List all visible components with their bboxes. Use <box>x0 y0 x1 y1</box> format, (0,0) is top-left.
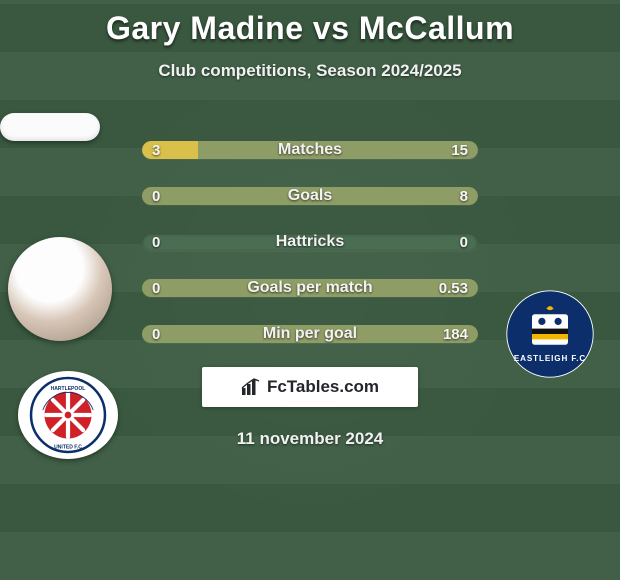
stat-value-right: 0 <box>460 233 468 251</box>
stat-bar: 315Matches <box>142 141 478 159</box>
stat-bar: 00.53Goals per match <box>142 279 478 297</box>
stat-fill-right <box>142 187 478 205</box>
stat-fill-right <box>142 325 478 343</box>
player-left-photo <box>8 237 112 341</box>
stat-bar: 0184Min per goal <box>142 325 478 343</box>
stat-label: Hattricks <box>142 233 478 251</box>
page-title: Gary Madine vs McCallum <box>0 0 620 47</box>
stat-fill-right <box>142 279 478 297</box>
svg-text:HARTLEPOOL: HARTLEPOOL <box>51 386 86 392</box>
svg-text:UNITED F.C: UNITED F.C <box>54 445 82 451</box>
stat-fill-left <box>142 141 198 159</box>
stat-value-left: 0 <box>152 233 160 251</box>
player-right-photo <box>0 113 100 141</box>
stat-fill-right <box>198 141 478 159</box>
hartlepool-crest-icon: HARTLEPOOL UNITED F.C <box>26 373 110 457</box>
stat-bar: 0 0Hattricks <box>142 233 478 251</box>
club-crest-right: EASTLEIGH F.C <box>498 289 602 379</box>
chart-icon <box>241 378 261 396</box>
branding-badge: FcTables.com <box>202 367 418 407</box>
branding-text: FcTables.com <box>267 377 379 397</box>
club-crest-left: HARTLEPOOL UNITED F.C <box>18 371 118 459</box>
subtitle: Club competitions, Season 2024/2025 <box>0 61 620 81</box>
stat-bar: 08Goals <box>142 187 478 205</box>
eastleigh-crest-icon: EASTLEIGH F.C <box>498 289 602 379</box>
svg-text:EASTLEIGH F.C: EASTLEIGH F.C <box>514 354 586 363</box>
stat-bars: 315Matches 08Goals 0 0Hattricks 00.53Goals p… <box>142 141 478 343</box>
comparison-panel: HARTLEPOOL UNITED F.C EASTLEIGH F.C 315M… <box>0 113 620 449</box>
